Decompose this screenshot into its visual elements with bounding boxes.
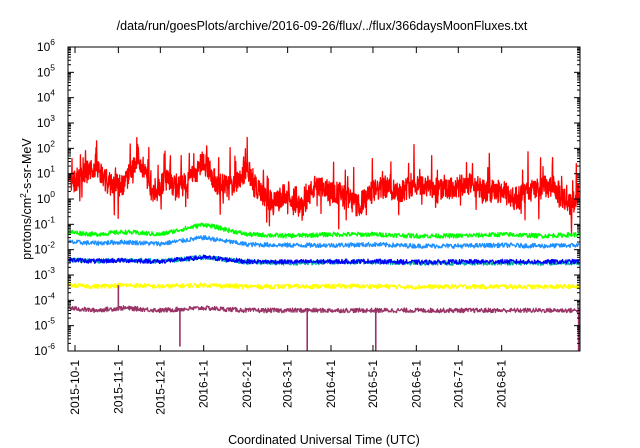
y-tick-label-base: 10: [37, 116, 51, 130]
y-tick-label: 10-1: [34, 214, 55, 231]
y-axis-label-superscript: 2: [18, 193, 28, 198]
y-tick-label: 103: [37, 113, 55, 130]
y-tick-label-base: 10: [34, 217, 48, 231]
y-tick-label-exponent: -3: [47, 265, 55, 275]
series-line: [68, 222, 580, 239]
y-tick-label-base: 10: [34, 268, 48, 282]
y-tick-label-exponent: 2: [50, 138, 55, 148]
y-tick-label-exponent: 0: [50, 189, 55, 199]
y-tick-label: 100: [37, 189, 55, 206]
y-tick-label-base: 10: [37, 141, 51, 155]
y-tick-label-exponent: 1: [50, 164, 55, 174]
y-tick-label-exponent: 6: [50, 37, 55, 47]
y-tick-label: 10-3: [34, 265, 55, 282]
y-tick-label-base: 10: [34, 344, 48, 358]
y-tick-label-exponent: -5: [47, 316, 55, 326]
y-tick-label-base: 10: [34, 319, 48, 333]
series-line: [68, 254, 580, 265]
y-tick-label-base: 10: [37, 91, 51, 105]
plot-frame: [67, 46, 581, 352]
x-tick-label: 2016-8-1: [495, 360, 509, 408]
y-tick-label-base: 10: [37, 192, 51, 206]
y-tick-label-exponent: -6: [47, 341, 55, 351]
series-line: [68, 234, 580, 249]
y-tick-label-exponent: -1: [47, 214, 55, 224]
y-tick-label: 102: [37, 138, 55, 155]
y-tick-label-base: 10: [34, 293, 48, 307]
y-tick-label: 10-6: [34, 341, 55, 358]
x-tick-label: 2015-12-1: [153, 360, 167, 415]
x-tick-label: 2015-11-1: [111, 360, 125, 414]
x-tick-label: 2016-5-1: [366, 360, 380, 408]
y-tick-label-base: 10: [37, 167, 51, 181]
y-tick-label-exponent: -4: [47, 290, 55, 300]
x-tick-label: 2016-1-1: [197, 360, 211, 408]
y-tick-label-base: 10: [34, 243, 48, 257]
y-axis-label-suffix: -s-sr-MeV: [20, 138, 34, 194]
series-line: [68, 305, 580, 314]
y-axis-label-prefix: protons/cm: [20, 198, 34, 260]
x-axis: 2015-10-1 2015-11-1 2015-12-1 2016-1-1 2016-…: [68, 47, 509, 415]
y-tick-label: 10-2: [34, 240, 55, 257]
y-tick-label-exponent: 5: [50, 62, 55, 72]
y-tick-label-base: 10: [37, 65, 51, 79]
series-layer: [68, 136, 580, 351]
x-axis-label: Coordinated Universal Time (UTC): [228, 433, 420, 447]
x-tick-label: 2016-6-1: [409, 360, 423, 408]
y-tick-label: 101: [37, 164, 55, 181]
y-tick-label-exponent: 4: [50, 88, 55, 98]
x-tick-label: 2016-4-1: [324, 360, 338, 408]
x-tick-label: 2016-3-1: [281, 360, 295, 408]
y-tick-label: 104: [37, 88, 55, 105]
y-tick-label-exponent: -2: [47, 240, 55, 250]
y-axis: 10-610-510-410-310-210-11001011021031041…: [34, 37, 580, 358]
y-axis-label: protons/cm2-s-sr-MeV: [18, 138, 34, 260]
chart-title: /data/run/goesPlots/archive/2016-09-26/f…: [117, 19, 528, 33]
y-tick-label: 10-5: [34, 316, 55, 333]
y-tick-label: 106: [37, 37, 55, 54]
x-tick-label: 2016-7-1: [451, 360, 465, 408]
x-tick-label: 2016-2-1: [240, 360, 254, 408]
series-line: [68, 282, 580, 290]
y-tick-label: 105: [37, 62, 55, 79]
y-tick-label: 10-4: [34, 290, 55, 307]
y-tick-label-exponent: 3: [50, 113, 55, 123]
y-tick-label-base: 10: [37, 40, 51, 54]
series-line: [68, 136, 580, 235]
x-tick-label: 2015-10-1: [68, 360, 82, 415]
